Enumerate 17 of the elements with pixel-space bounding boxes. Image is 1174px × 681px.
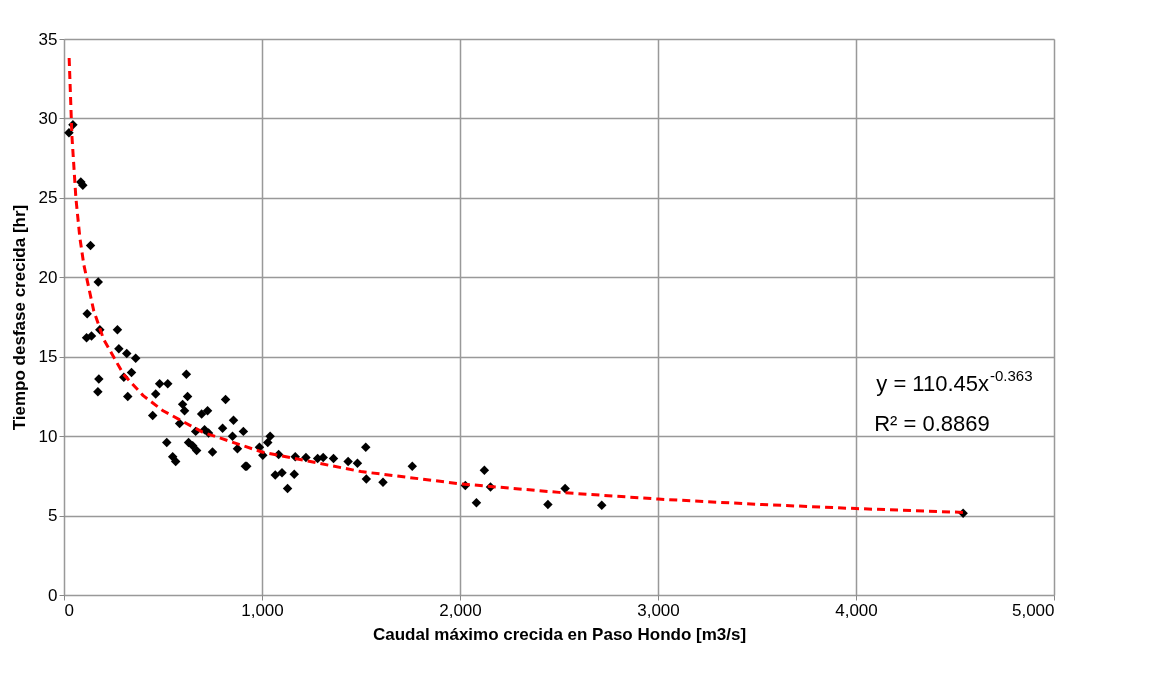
annotation: R² = 0.8869 [874,411,990,436]
x-tick-label: 5,000 [1011,600,1055,620]
y-tick-label: 15 [38,347,58,367]
x-tick-label: 4,000 [835,600,878,620]
y-tick-label: 25 [38,188,58,208]
x-tick-label: 1,000 [241,600,284,620]
x-tick-label: 3,000 [637,600,680,620]
y-tick-label: 0 [48,585,58,605]
y-tick-label: 10 [38,426,58,446]
x-tick-label: 2,000 [439,600,482,620]
y-tick-label: 5 [48,506,58,526]
y-tick-label: 30 [38,108,58,128]
y-tick-label: 20 [38,267,58,287]
y-axis-title: Tiempo desfase crecida [hr] [9,204,29,431]
x-tick-label: 0 [64,600,74,620]
y-tick-label: 35 [38,29,58,49]
x-axis-title: Caudal máximo crecida en Paso Hondo [m3/s] [372,624,747,644]
